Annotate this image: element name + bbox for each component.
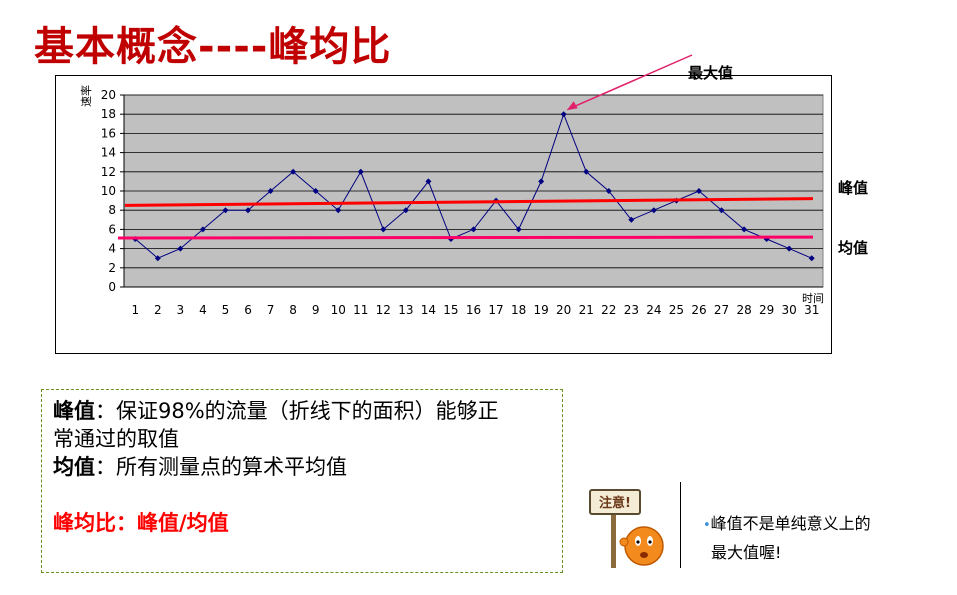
x-tick-label: 6 <box>244 303 252 317</box>
x-tick-label: 7 <box>267 303 275 317</box>
data-point <box>786 245 793 252</box>
data-point <box>222 207 229 214</box>
y-tick-label: 12 <box>101 165 116 179</box>
max-annotation: 最大值 <box>688 64 734 82</box>
x-tick-label: 9 <box>312 303 320 317</box>
y-tick-label: 18 <box>101 107 116 121</box>
data-point <box>538 178 545 185</box>
y-tick-label: 4 <box>108 242 116 256</box>
x-tick-label: 11 <box>353 303 368 317</box>
notice-sign-icon: 注意! <box>589 489 664 568</box>
bullet-icon: • <box>703 518 711 533</box>
data-point <box>560 111 567 118</box>
data-point <box>312 188 319 194</box>
data-point <box>470 226 477 233</box>
y-tick-label: 14 <box>101 146 116 160</box>
max-arrow-head <box>566 101 578 111</box>
x-tick-label: 30 <box>782 303 797 317</box>
x-tick-label: 17 <box>488 303 503 317</box>
x-tick-label: 2 <box>154 303 162 317</box>
x-tick-label: 8 <box>289 303 297 317</box>
peak-term: 峰值 <box>53 399 95 423</box>
x-tick-label: 31 <box>804 303 819 317</box>
page-title: 基本概念----峰均比 <box>34 24 392 70</box>
ratio-definition: 峰均比：峰值/均值 <box>53 511 229 535</box>
y-tick-label: 16 <box>101 126 116 140</box>
x-tick-label: 14 <box>421 303 436 317</box>
y-tick-label: 10 <box>101 184 116 198</box>
x-tick-label: 10 <box>331 303 346 317</box>
x-tick-label: 24 <box>646 303 661 317</box>
x-tick-label: 27 <box>714 303 729 317</box>
notice-mascot: 注意! <box>584 480 664 570</box>
data-point <box>199 226 206 233</box>
data-point <box>245 207 252 214</box>
data-point <box>583 168 590 175</box>
data-point <box>357 168 364 175</box>
peak-annotation: 峰值 <box>838 179 869 197</box>
data-point <box>741 226 748 233</box>
mean-line <box>117 235 814 240</box>
y-tick-label: 8 <box>108 203 116 217</box>
x-tick-label: 21 <box>579 303 594 317</box>
x-tick-label: 19 <box>534 303 549 317</box>
x-tick-label: 13 <box>398 303 413 317</box>
x-tick-label: 1 <box>131 303 139 317</box>
data-point <box>695 188 702 194</box>
x-tick-label: 15 <box>443 303 458 317</box>
data-point <box>154 255 161 262</box>
data-point <box>425 178 432 185</box>
x-tick-label: 26 <box>691 303 706 317</box>
peak-definition: ：保证98%的流量（折线下的面积）能够正 <box>95 399 499 423</box>
mean-definition-line: 均值：所有测量点的算术平均值 <box>53 454 347 480</box>
data-point <box>628 216 635 223</box>
data-point <box>718 207 725 214</box>
y-tick-label: 20 <box>101 88 116 102</box>
data-point <box>380 226 387 233</box>
x-tick-label: 29 <box>759 303 774 317</box>
mean-annotation: 均值 <box>838 239 869 257</box>
x-tick-label: 18 <box>511 303 526 317</box>
notice-text: •峰值不是单纯意义上的 最大值喔! <box>703 510 871 566</box>
notice-line1: •峰值不是单纯意义上的 <box>703 510 871 539</box>
y-tick-label: 0 <box>108 280 116 294</box>
data-point <box>808 255 815 262</box>
x-tick-label: 12 <box>376 303 391 317</box>
x-tick-label: 23 <box>624 303 639 317</box>
notice-line1-text: 峰值不是单纯意义上的 <box>710 514 871 533</box>
data-point <box>402 207 409 214</box>
x-tick-label: 3 <box>177 303 185 317</box>
peak-definition-line2: 常通过的取值 <box>53 427 179 451</box>
x-tick-label: 20 <box>556 303 571 317</box>
y-tick-label: 2 <box>108 261 116 275</box>
x-tick-label: 5 <box>222 303 230 317</box>
peak-line <box>124 197 814 207</box>
data-point <box>177 245 184 252</box>
mean-definition: ：所有测量点的算术平均值 <box>95 455 347 479</box>
data-point <box>267 188 274 194</box>
data-point <box>335 207 342 214</box>
x-axis-label: 时间 <box>802 292 824 305</box>
definition-box: 峰值：保证98%的流量（折线下的面积）能够正 常通过的取值 均值：所有测量点的算… <box>41 389 563 573</box>
y-axis-label: 速率 <box>79 85 93 107</box>
data-point <box>605 188 612 194</box>
x-tick-label: 25 <box>669 303 684 317</box>
max-arrow-line <box>572 54 693 108</box>
x-tick-label: 4 <box>199 303 207 317</box>
sign-text: 注意! <box>599 495 631 511</box>
mean-term: 均值 <box>53 455 95 479</box>
peak-definition-line1: 峰值：保证98%的流量（折线下的面积）能够正 <box>53 398 499 424</box>
x-tick-label: 28 <box>736 303 751 317</box>
x-tick-label: 16 <box>466 303 481 317</box>
data-point <box>290 168 297 175</box>
notice-line2: 最大值喔! <box>711 543 782 562</box>
divider-line <box>680 482 681 568</box>
data-point <box>650 207 657 214</box>
x-tick-label: 22 <box>601 303 616 317</box>
y-tick-label: 6 <box>108 222 116 236</box>
data-point <box>515 226 522 233</box>
